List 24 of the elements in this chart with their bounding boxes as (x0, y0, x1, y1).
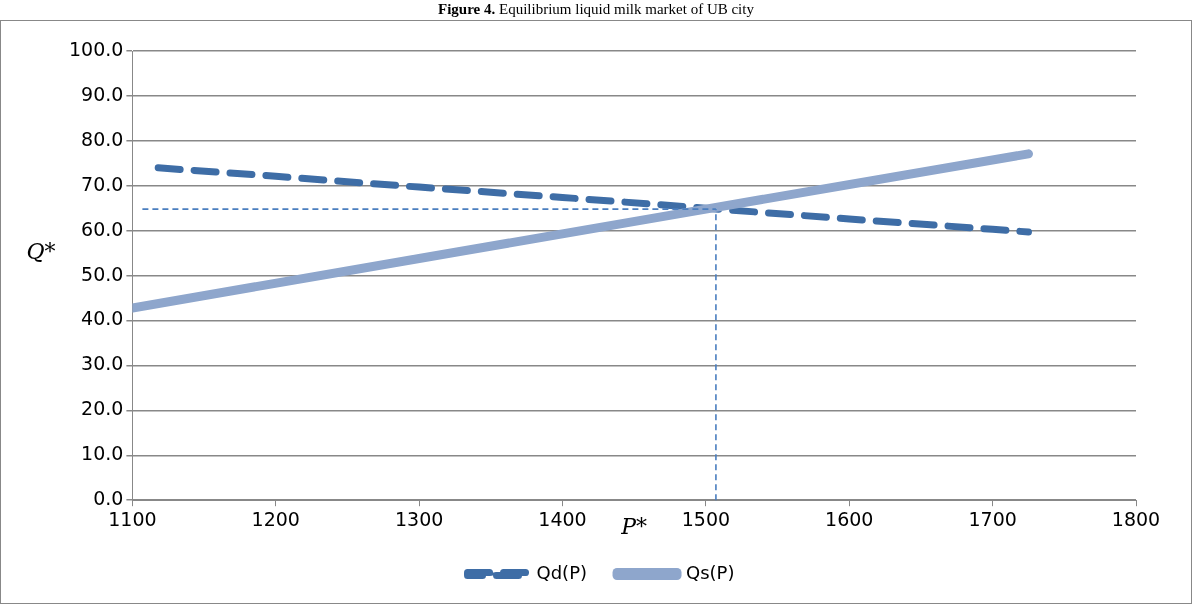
legend-label: Qs(P) (686, 561, 735, 583)
x-tick-label: 1100 (108, 507, 157, 530)
y-axis-title: Q* (26, 238, 56, 264)
y-tick-label: 90.0 (81, 82, 124, 105)
y-tick-label: 80.0 (81, 127, 124, 150)
x-tick-label: 1300 (394, 507, 444, 530)
y-tick-label: 30.0 (81, 352, 124, 375)
x-axis-title: P* (620, 513, 648, 539)
y-tick-label: 60.0 (81, 217, 124, 240)
x-tick-label: 1600 (825, 507, 874, 530)
y-tick-label: 10.0 (81, 442, 124, 465)
x-tick-label: 1800 (1111, 507, 1161, 530)
y-tick-label: 0.0 (93, 487, 124, 510)
y-tick-label: 50.0 (81, 262, 124, 285)
chart-title: Figure 4. Equilibrium liquid milk market of UB city (437, 0, 755, 19)
x-tick-label: 1200 (251, 507, 300, 530)
legend-label: Qd(P) (536, 561, 588, 583)
y-tick-label: 40.0 (81, 307, 124, 330)
y-tick-label: 100.0 (68, 37, 124, 60)
y-tick-label: 70.0 (81, 172, 124, 195)
x-tick-label: 1700 (968, 507, 1017, 530)
x-tick-label: 1400 (538, 507, 587, 530)
x-tick-label: 1500 (681, 507, 731, 530)
y-tick-label: 20.0 (81, 397, 124, 420)
